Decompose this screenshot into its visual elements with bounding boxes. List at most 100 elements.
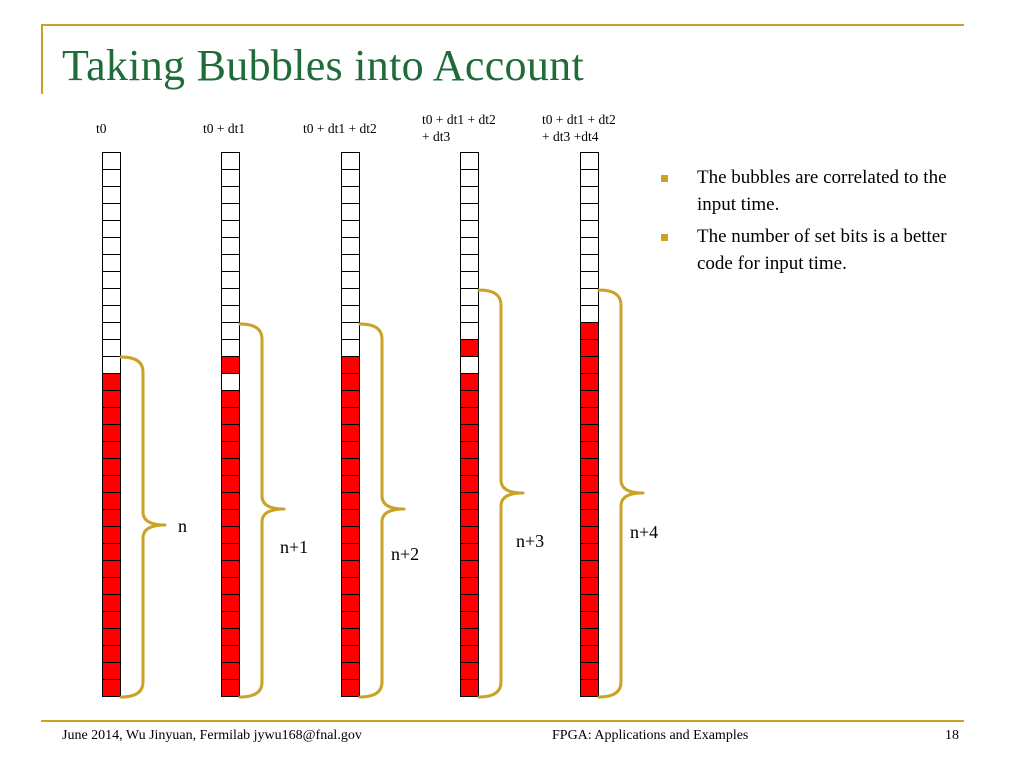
bit-cell-set	[581, 544, 598, 561]
bit-cell-clear	[222, 153, 239, 170]
bit-cell-set	[222, 612, 239, 629]
bit-cell-clear	[342, 221, 359, 238]
bit-cell-clear	[342, 238, 359, 255]
bit-cell-set	[222, 425, 239, 442]
bit-cell-set	[581, 595, 598, 612]
bit-cell-clear	[222, 221, 239, 238]
bit-cell-clear	[103, 238, 120, 255]
bit-cell-set	[581, 561, 598, 578]
bit-cell-clear	[222, 187, 239, 204]
bit-cell-set	[103, 510, 120, 527]
bit-cell-set	[461, 561, 478, 578]
column-label-t0: t0	[96, 121, 107, 136]
bit-cell-set	[461, 629, 478, 646]
brace-n-plus-4	[597, 288, 645, 699]
bit-cell-clear	[461, 306, 478, 323]
bit-cell-clear	[103, 323, 120, 340]
bit-cell-set	[581, 663, 598, 680]
bit-cell-clear	[342, 340, 359, 357]
bit-cell-set	[461, 646, 478, 663]
bit-cell-set	[342, 578, 359, 595]
bit-cell-set	[222, 680, 239, 697]
bit-column	[580, 152, 599, 697]
bit-cell-set	[103, 629, 120, 646]
bit-cell-clear	[342, 255, 359, 272]
bit-cell-set	[342, 357, 359, 374]
bit-cell-clear	[581, 272, 598, 289]
bit-cell-set	[461, 476, 478, 493]
bit-cell-set	[461, 374, 478, 391]
bit-cell-clear	[581, 255, 598, 272]
bit-cell-clear	[461, 238, 478, 255]
bit-cell-set	[461, 340, 478, 357]
bit-cell-set	[103, 578, 120, 595]
bit-cell-set	[461, 493, 478, 510]
bit-cell-set	[342, 527, 359, 544]
count-label-n-plus-1: n+1	[280, 537, 309, 557]
bit-cell-set	[461, 578, 478, 595]
bit-cell-set	[222, 476, 239, 493]
bit-cell-set	[581, 527, 598, 544]
bit-cell-set	[581, 425, 598, 442]
bit-cell-clear	[103, 187, 120, 204]
top-rule	[41, 24, 964, 26]
square-bullet-icon	[661, 175, 668, 182]
bit-cell-set	[461, 391, 478, 408]
bit-cell-set	[342, 561, 359, 578]
bit-cell-clear	[103, 357, 120, 374]
bit-cell-set	[342, 595, 359, 612]
bit-cell-set	[461, 459, 478, 476]
bit-column	[102, 152, 121, 697]
bit-cell-set	[461, 425, 478, 442]
bit-cell-clear	[342, 170, 359, 187]
bit-cell-clear	[103, 289, 120, 306]
bit-cell-set	[222, 595, 239, 612]
bit-cell-set	[222, 544, 239, 561]
count-label-n-plus-3: n+3	[516, 531, 545, 551]
bit-cell-clear	[222, 289, 239, 306]
bit-cell-clear	[222, 204, 239, 221]
bit-cell-set	[342, 425, 359, 442]
bit-cell-set	[342, 442, 359, 459]
bit-cell-set	[342, 391, 359, 408]
bit-cell-set	[581, 680, 598, 697]
bit-cell-set	[222, 578, 239, 595]
bullet-text: The bubbles are correlated to the input …	[697, 167, 947, 215]
bit-cell-clear	[222, 255, 239, 272]
bit-cell-set	[581, 323, 598, 340]
bit-cell-set	[222, 629, 239, 646]
bit-cell-set	[222, 493, 239, 510]
bit-cell-clear	[342, 204, 359, 221]
bit-cell-set	[342, 459, 359, 476]
bit-cell-set	[342, 374, 359, 391]
bit-cell-set	[461, 595, 478, 612]
bit-cell-set	[342, 510, 359, 527]
bit-cell-set	[222, 510, 239, 527]
bit-cell-clear	[461, 170, 478, 187]
bit-cell-clear	[222, 340, 239, 357]
bit-cell-clear	[222, 306, 239, 323]
page-number: 18	[945, 728, 959, 743]
brace-n-plus-3	[477, 288, 525, 699]
bit-cell-set	[103, 425, 120, 442]
bit-cell-clear	[581, 289, 598, 306]
bit-cell-set	[461, 680, 478, 697]
bit-cell-set	[103, 459, 120, 476]
bottom-rule	[41, 720, 964, 722]
bit-cell-clear	[461, 221, 478, 238]
bit-cell-clear	[461, 289, 478, 306]
bit-cell-clear	[222, 238, 239, 255]
bit-cell-clear	[103, 255, 120, 272]
column-label-t0-dt1-dt2: t0 + dt1 + dt2	[303, 121, 377, 136]
bit-cell-clear	[342, 187, 359, 204]
bit-cell-set	[342, 680, 359, 697]
bit-cell-clear	[103, 221, 120, 238]
bit-cell-clear	[581, 170, 598, 187]
bit-cell-set	[342, 646, 359, 663]
brace-n-plus-2	[358, 322, 406, 699]
count-label-n: n	[178, 516, 187, 536]
bit-cell-set	[222, 527, 239, 544]
bit-cell-set	[581, 340, 598, 357]
bit-cell-clear	[342, 306, 359, 323]
bit-cell-clear	[342, 153, 359, 170]
